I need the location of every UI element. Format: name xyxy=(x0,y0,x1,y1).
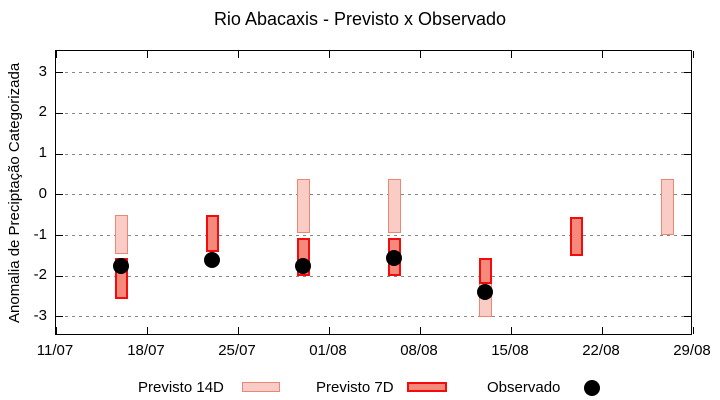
gridline xyxy=(58,316,689,318)
forecast-box-14d xyxy=(660,178,674,236)
chart-title: Rio Abacaxis - Previsto x Observado xyxy=(213,9,507,29)
observed-dot xyxy=(295,258,311,275)
x-tick-mark xyxy=(237,51,239,58)
y-tick-mark xyxy=(684,194,691,196)
gridline xyxy=(58,153,689,155)
gridline xyxy=(58,235,689,236)
y-tick-label: -2 xyxy=(33,266,47,284)
x-tick-mark xyxy=(692,51,694,58)
forecast-box-7d xyxy=(205,215,219,252)
gridline xyxy=(58,275,689,277)
forecast-box-7d xyxy=(569,217,583,256)
x-tick-mark xyxy=(55,51,57,58)
x-tick-label: 25/07 xyxy=(218,342,256,359)
legend-dot-observado-icon xyxy=(584,380,600,396)
x-tick-mark xyxy=(146,51,148,58)
x-tick-label: 22/08 xyxy=(582,342,620,359)
observed-dot xyxy=(204,251,220,268)
x-tick-mark xyxy=(692,327,694,334)
x-tick-label: 01/08 xyxy=(309,342,347,359)
x-tick-label: 11/07 xyxy=(36,342,74,359)
gridline xyxy=(58,194,689,196)
y-tick-mark xyxy=(56,153,63,155)
y-tick-label: 0 xyxy=(38,184,47,202)
forecast-box-7d xyxy=(478,257,492,285)
y-tick-label: 1 xyxy=(38,144,47,162)
forecast-box-14d xyxy=(114,215,128,254)
y-tick-mark xyxy=(684,275,691,277)
plot-area xyxy=(55,50,694,335)
observed-dot xyxy=(477,284,493,301)
y-tick-label: 2 xyxy=(38,103,47,121)
x-tick-label: 08/08 xyxy=(400,342,438,359)
y-tick-mark xyxy=(56,194,63,196)
x-tick-mark xyxy=(146,327,148,334)
y-tick-mark xyxy=(684,235,691,236)
x-tick-mark xyxy=(510,327,512,334)
legend-label-previsto-14d: Previsto 14D xyxy=(138,379,224,396)
y-tick-mark xyxy=(56,275,63,277)
y-tick-mark xyxy=(56,316,63,318)
y-tick-mark xyxy=(684,112,691,114)
x-tick-label: 15/08 xyxy=(491,342,529,359)
y-tick-mark xyxy=(684,72,691,74)
y-tick-mark xyxy=(56,72,63,74)
x-tick-mark xyxy=(419,327,421,334)
forecast-box-14d xyxy=(296,178,310,234)
x-tick-mark xyxy=(510,51,512,58)
y-tick-mark xyxy=(684,153,691,155)
x-tick-mark xyxy=(328,51,330,58)
observed-dot xyxy=(386,249,402,266)
x-tick-mark xyxy=(237,327,239,334)
y-tick-label: -3 xyxy=(33,306,47,324)
legend-label-previsto-7d: Previsto 7D xyxy=(316,379,394,396)
gridline xyxy=(58,72,689,74)
x-tick-mark xyxy=(601,327,603,334)
gridline xyxy=(58,112,689,114)
legend-label-observado: Observado xyxy=(487,379,561,396)
y-tick-label: -1 xyxy=(33,225,47,243)
y-tick-mark xyxy=(684,316,691,318)
y-tick-label: 3 xyxy=(38,62,47,80)
forecast-box-14d xyxy=(387,178,401,234)
y-tick-mark xyxy=(56,235,63,236)
x-tick-mark xyxy=(328,327,330,334)
observed-dot xyxy=(113,258,129,275)
legend-swatch-previsto-7d-icon xyxy=(407,382,447,392)
x-tick-mark xyxy=(419,51,421,58)
x-tick-mark xyxy=(601,51,603,58)
x-tick-mark xyxy=(55,327,57,334)
x-tick-label: 18/07 xyxy=(127,342,165,359)
legend-swatch-previsto-14d-icon xyxy=(242,382,280,392)
x-tick-label: 29/08 xyxy=(673,342,711,359)
y-tick-mark xyxy=(56,112,63,114)
